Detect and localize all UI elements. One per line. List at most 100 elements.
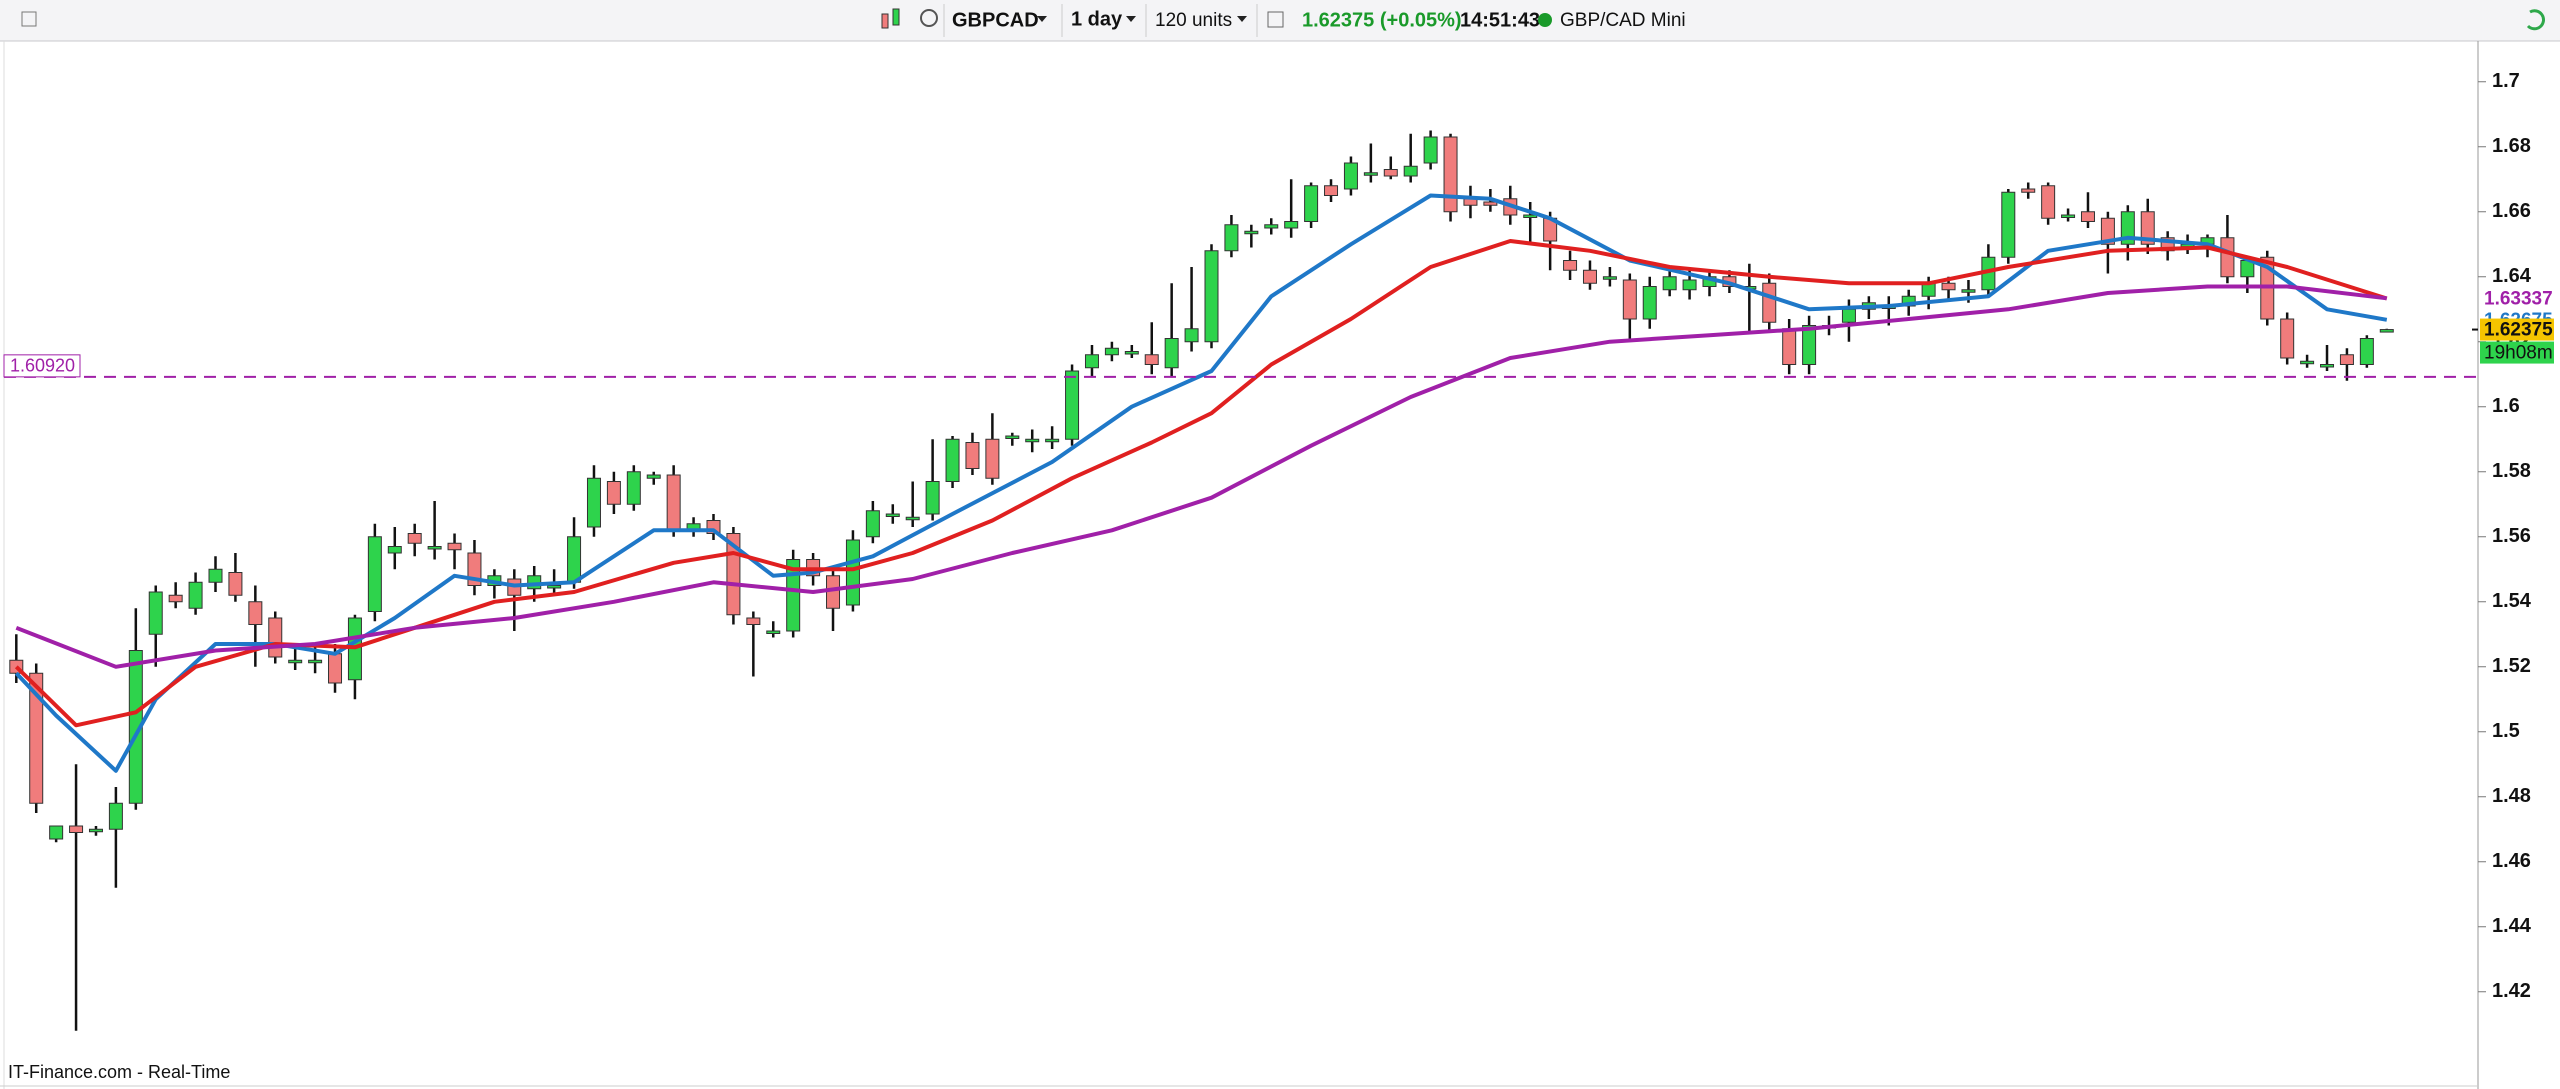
candle-body [905, 516, 920, 521]
y-tick-label: 1.48 [2492, 785, 2531, 807]
candle-body [1244, 230, 1259, 235]
candle-body [746, 617, 761, 625]
y-tick-label: 1.46 [2492, 850, 2531, 872]
candle-body [29, 672, 44, 804]
candle-body [1144, 354, 1159, 365]
candle-body [1423, 136, 1438, 164]
y-tick-label: 1.52 [2492, 655, 2531, 677]
moving-average [14, 239, 2388, 728]
candle-body [845, 539, 860, 606]
moving-average [15, 284, 2388, 669]
candle-body [1224, 224, 1239, 252]
candle-body [1782, 328, 1797, 365]
candle-body [1602, 276, 1617, 280]
candle-body [2359, 338, 2374, 365]
candle-body [1403, 165, 1418, 177]
candle-body [328, 653, 343, 684]
axis-value-box [2480, 318, 2554, 341]
y-tick-label: 1.44 [2492, 915, 2532, 937]
refresh-icon[interactable] [2526, 9, 2546, 31]
dropdown-arrow[interactable] [1126, 16, 1136, 22]
candle-body [148, 591, 163, 635]
countdown: 19h08m [2484, 343, 2553, 364]
interval[interactable]: 1 day [1071, 8, 1123, 30]
chart-type-icon[interactable] [881, 8, 900, 29]
candle-body [1941, 282, 1956, 291]
level-label-box [3, 354, 81, 378]
candle-body [885, 513, 900, 517]
candle-body [1762, 282, 1777, 323]
candle-body [865, 510, 880, 538]
footer: IT-Finance.com - Real-Time [8, 1062, 230, 1082]
candle-body [268, 617, 283, 658]
candle-body [925, 481, 940, 515]
candle-body [786, 559, 801, 632]
symbol[interactable]: GBPCAD [952, 9, 1039, 31]
clock: 14:51:43 [1460, 9, 1540, 31]
candle-body [1005, 435, 1020, 439]
y-tick-label: 1.42 [2492, 980, 2531, 1002]
candle-body [646, 474, 661, 479]
quote: 1.62375 (+0.05%) [1302, 9, 1462, 31]
candle-body [1343, 162, 1358, 190]
candle-body [367, 536, 382, 612]
candle-body [1563, 260, 1578, 271]
candle-body [49, 825, 64, 840]
candle-body [228, 572, 243, 596]
candle-body [1304, 185, 1319, 222]
candle-body [1045, 438, 1060, 443]
candle-body [666, 474, 681, 531]
candle-body [1324, 185, 1339, 196]
candle-body [2001, 191, 2016, 258]
candle-body [945, 438, 960, 482]
candle-body [1025, 438, 1040, 443]
candle-body [626, 471, 641, 505]
candle-body [108, 802, 123, 830]
candle-body [2220, 237, 2235, 278]
indicator-icon[interactable] [920, 9, 938, 27]
candle-body [447, 542, 462, 551]
candle-body [2280, 318, 2295, 359]
candle-body [427, 546, 442, 550]
toolbar [0, 0, 2560, 41]
candle-body [1264, 224, 1279, 229]
candle-body [1084, 354, 1099, 369]
info-icon[interactable] [1267, 11, 1284, 28]
candle-body [288, 659, 303, 664]
moving-average [14, 193, 2388, 773]
candle-body [1582, 269, 1597, 284]
y-tick-label: 1.6 [2492, 395, 2520, 417]
candle-body [1523, 214, 1538, 218]
candle-body [188, 581, 203, 609]
candle-body [1682, 279, 1697, 291]
y-tick-label: 1.56 [2492, 525, 2531, 547]
candle-body [248, 601, 263, 625]
dropdown-arrow[interactable] [1237, 16, 1247, 22]
candle-body [1065, 370, 1080, 440]
y-tick-label: 1.54 [2492, 590, 2532, 612]
candle-body [168, 594, 183, 603]
y-tick-label: 1.58 [2492, 460, 2531, 482]
countdown-box [2480, 341, 2554, 364]
candle-body [2021, 188, 2036, 193]
y-tick-label: 1.7 [2492, 70, 2520, 92]
candle-body [547, 585, 562, 589]
candle-body [1204, 250, 1219, 343]
dropdown-arrow[interactable] [1037, 16, 1047, 22]
candle-body [2061, 214, 2076, 218]
level-label: 1.60920 [10, 356, 75, 376]
candle-body [586, 477, 601, 528]
candle-body [2041, 185, 2056, 219]
candle-body [1841, 308, 1856, 323]
candle-body [1184, 328, 1199, 343]
checkbox[interactable] [21, 11, 37, 27]
units[interactable]: 120 units [1155, 10, 1232, 31]
candle-body [1443, 136, 1458, 213]
candle-body [1124, 351, 1139, 355]
candle-body [2100, 217, 2115, 245]
candle-body [387, 546, 402, 554]
candle-body [308, 659, 323, 664]
